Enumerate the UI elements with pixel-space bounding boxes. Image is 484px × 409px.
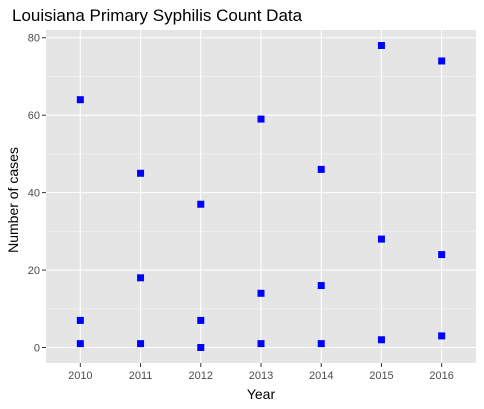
grid-lines: [46, 30, 476, 363]
data-point: [317, 165, 325, 173]
data-point: [197, 316, 205, 324]
x-tick-label: 2010: [68, 370, 92, 382]
data-point: [257, 340, 265, 348]
x-tick-label: 2015: [369, 370, 393, 382]
data-point: [438, 332, 446, 340]
x-tick-label: 2012: [189, 370, 213, 382]
chart-title: Louisiana Primary Syphilis Count Data: [12, 6, 303, 25]
data-point: [137, 340, 145, 348]
y-axis-title: Number of cases: [5, 147, 21, 253]
data-points: [76, 41, 446, 352]
data-point: [257, 289, 265, 297]
data-point: [137, 169, 145, 177]
data-point: [377, 336, 385, 344]
y-tick-label: 80: [28, 33, 40, 45]
data-point: [317, 340, 325, 348]
data-point: [438, 57, 446, 65]
x-tick-label: 2013: [249, 370, 273, 382]
axis-ticks: 0 20 40 60 80 2010 2011 2012 2013 2014 2015 2016: [28, 33, 454, 382]
data-point: [257, 115, 265, 123]
data-point: [377, 235, 385, 243]
y-tick-label: 20: [28, 265, 40, 277]
data-point: [137, 274, 145, 282]
y-tick-label: 0: [34, 343, 40, 355]
data-point: [317, 282, 325, 290]
data-point: [76, 340, 84, 348]
data-point: [76, 316, 84, 324]
y-tick-label: 40: [28, 188, 40, 200]
data-point: [197, 344, 205, 352]
x-axis-title: Year: [247, 386, 276, 402]
data-point: [377, 41, 385, 49]
x-tick-label: 2014: [309, 370, 333, 382]
data-point: [197, 200, 205, 208]
data-point: [438, 251, 446, 259]
x-tick-label: 2011: [129, 370, 153, 382]
x-tick-label: 2016: [429, 370, 453, 382]
y-tick-label: 60: [28, 110, 40, 122]
data-point: [76, 96, 84, 104]
